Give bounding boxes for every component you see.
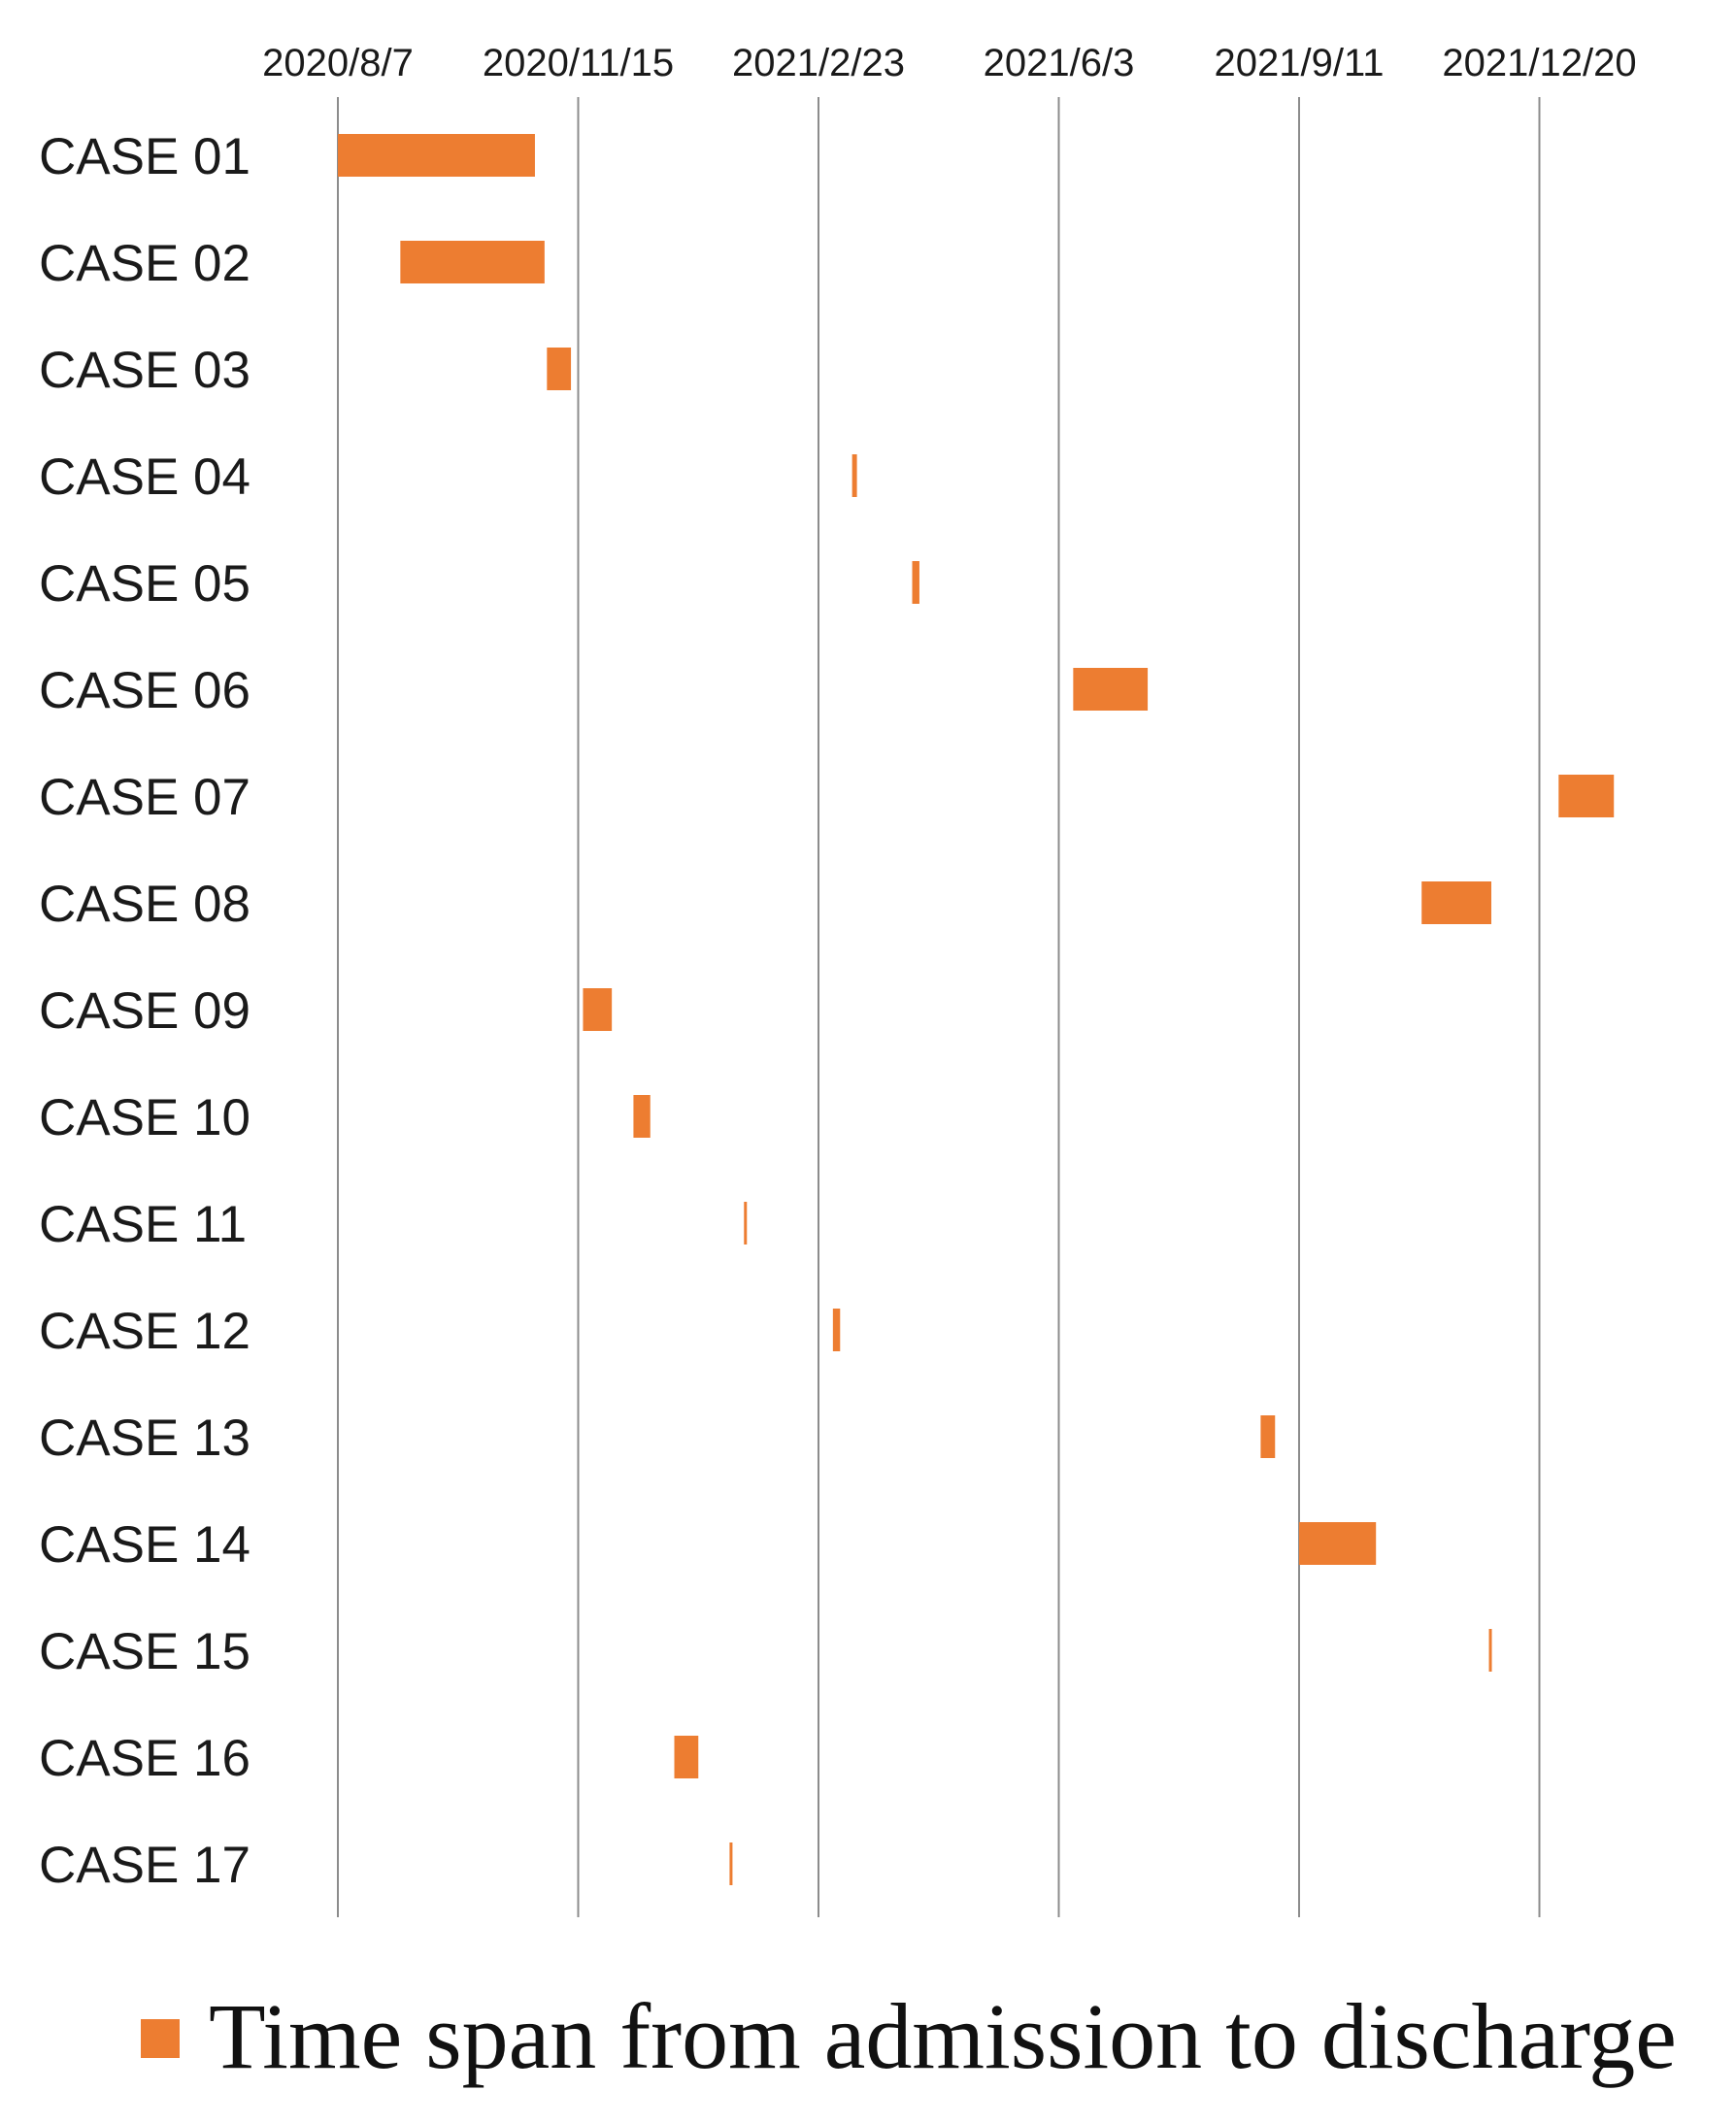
duration-bar xyxy=(744,1202,748,1245)
case-label: CASE 01 xyxy=(39,128,250,185)
legend: Time span from admission to discharge xyxy=(141,1984,1677,2088)
duration-bar xyxy=(338,134,535,177)
case-label: CASE 11 xyxy=(39,1196,247,1253)
case-label: CASE 16 xyxy=(39,1730,250,1787)
x-tick-labels: 2020/8/7 2020/11/15 2021/2/23 2021/6/3 2021/… xyxy=(262,42,1636,84)
duration-bar xyxy=(729,1842,733,1885)
duration-bar xyxy=(912,561,919,604)
x-tick-label: 2021/2/23 xyxy=(732,42,905,84)
case-label: CASE 15 xyxy=(39,1623,250,1680)
case-label: CASE 10 xyxy=(39,1089,250,1146)
legend-swatch xyxy=(141,2019,180,2058)
case-label: CASE 03 xyxy=(39,342,250,399)
duration-bar xyxy=(832,1309,841,1351)
case-label: CASE 04 xyxy=(39,448,250,506)
case-labels: CASE 01 CASE 02 CASE 03 CASE 04 CASE 05 CASE … xyxy=(39,128,250,1894)
x-tick-label: 2021/9/11 xyxy=(1215,42,1385,84)
x-tick-label: 2021/6/3 xyxy=(984,42,1135,84)
duration-bar xyxy=(674,1736,699,1778)
duration-bar xyxy=(583,988,613,1031)
case-label: CASE 12 xyxy=(39,1303,250,1360)
duration-bar xyxy=(1299,1522,1377,1565)
duration-bars xyxy=(338,134,1615,1885)
duration-bar xyxy=(1558,775,1615,817)
duration-bar xyxy=(633,1095,651,1138)
duration-bar xyxy=(1421,881,1491,924)
duration-bar xyxy=(400,241,545,283)
case-label: CASE 02 xyxy=(39,235,250,292)
grid-lines xyxy=(337,97,1541,1917)
case-label: CASE 14 xyxy=(39,1516,250,1574)
case-label: CASE 07 xyxy=(39,769,250,826)
legend-label: Time span from admission to discharge xyxy=(209,1984,1677,2088)
x-tick-label: 2020/8/7 xyxy=(262,42,414,84)
case-label: CASE 17 xyxy=(39,1837,250,1894)
duration-bar xyxy=(1488,1629,1492,1672)
case-label: CASE 09 xyxy=(39,982,250,1040)
duration-bar xyxy=(851,454,857,497)
case-label: CASE 06 xyxy=(39,662,250,719)
duration-bar xyxy=(547,348,572,390)
case-label: CASE 08 xyxy=(39,876,250,933)
case-label: CASE 05 xyxy=(39,555,250,613)
case-label: CASE 13 xyxy=(39,1410,250,1467)
duration-bar xyxy=(1260,1415,1276,1458)
x-tick-label: 2021/12/20 xyxy=(1442,42,1636,84)
duration-bar xyxy=(1073,668,1149,711)
x-tick-label: 2020/11/15 xyxy=(483,42,674,84)
